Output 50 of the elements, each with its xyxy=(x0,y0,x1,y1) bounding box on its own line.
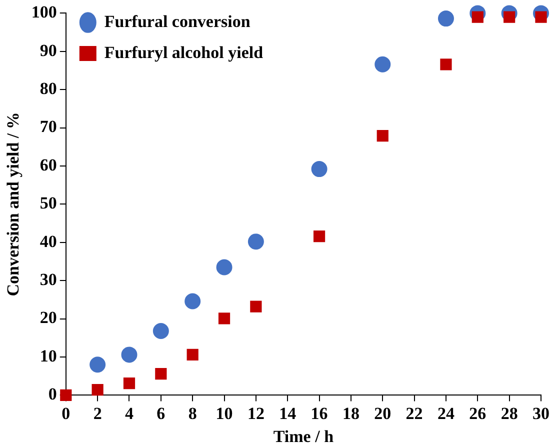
x-tick-label: 0 xyxy=(62,404,70,423)
y-tick-label: 80 xyxy=(40,78,57,98)
point xyxy=(90,356,106,373)
x-tick-label: 24 xyxy=(437,404,455,423)
point xyxy=(440,58,452,70)
x-tick-label: 2 xyxy=(93,404,102,423)
y-tick-label: 100 xyxy=(31,2,57,22)
y-tick-label: 0 xyxy=(48,384,57,404)
x-tick-label: 22 xyxy=(406,404,423,423)
point xyxy=(376,130,388,142)
point xyxy=(155,368,167,380)
point xyxy=(374,56,391,72)
y-tick-label: 20 xyxy=(40,308,57,328)
x-tick-label: 4 xyxy=(124,404,134,423)
x-tick-label: 14 xyxy=(279,404,297,423)
point xyxy=(250,300,262,312)
x-tick-label: 26 xyxy=(469,404,486,423)
point xyxy=(60,389,72,402)
point xyxy=(184,293,201,310)
point xyxy=(92,384,104,396)
x-tick-label: 20 xyxy=(374,404,392,423)
x-tick-label: 18 xyxy=(342,404,360,423)
x-tick-label: 16 xyxy=(310,404,328,423)
x-tick-label: 8 xyxy=(188,404,197,423)
point xyxy=(121,346,138,363)
y-tick-label: 30 xyxy=(40,270,57,289)
y-tick-label: 90 xyxy=(40,40,57,60)
point xyxy=(186,348,198,361)
point xyxy=(311,161,328,178)
x-axis-title: Time / h xyxy=(273,427,334,446)
x-tick-label: 6 xyxy=(156,404,166,423)
x-tick-label: 30 xyxy=(532,404,550,423)
y-tick-label: 40 xyxy=(40,232,57,251)
legend-label: Furfural conversion xyxy=(104,12,251,31)
x-tick-label: 28 xyxy=(500,404,518,423)
point xyxy=(218,312,230,324)
x-tick-label: 10 xyxy=(216,404,233,423)
y-tick-label: 60 xyxy=(40,155,57,174)
point xyxy=(313,230,326,242)
y-tick-label: 10 xyxy=(40,346,57,366)
point xyxy=(438,10,454,27)
y-axis-title: Conversion and yield / % xyxy=(4,112,23,296)
point xyxy=(152,323,169,340)
point xyxy=(248,234,264,250)
point xyxy=(216,259,232,276)
y-tick-label: 50 xyxy=(40,194,57,213)
point xyxy=(123,378,136,390)
legend-label: Furfuryl alcohol yield xyxy=(104,42,264,62)
y-tick-label: 70 xyxy=(40,117,57,136)
x-tick-label: 12 xyxy=(247,404,264,423)
